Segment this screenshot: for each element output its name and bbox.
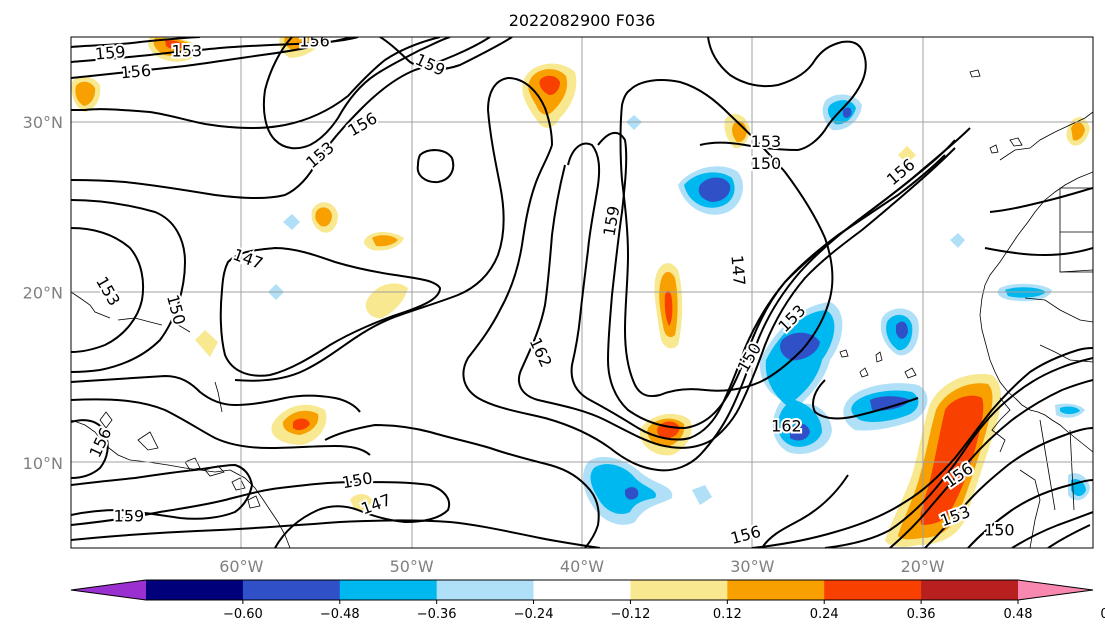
contour-label-text: 150	[751, 154, 782, 173]
contour-label: 159	[112, 505, 147, 528]
colorbar-swatch	[146, 580, 244, 600]
colorbar-tick-label: −0.12	[611, 607, 651, 622]
contour-label: 156	[118, 59, 154, 85]
contour-label: 150	[749, 152, 784, 175]
latitude-tick-label: 30°N	[23, 113, 63, 132]
colorbar-swatch	[533, 580, 631, 600]
contour-label: 159	[92, 40, 128, 66]
colorbar-tick-label: 0.12	[713, 607, 742, 622]
colorbar-extend-high	[1018, 580, 1093, 600]
longitude-tick-label: 50°W	[390, 557, 434, 576]
contour-label: 150	[982, 518, 1017, 541]
colorbar-tick-label: −0.48	[320, 607, 360, 622]
longitude-axis: 60°W 50°W 40°W 30°W 20°W	[219, 557, 945, 576]
latitude-axis: 30°N 20°N 10°N	[23, 113, 63, 473]
height-contours	[71, 37, 1093, 548]
longitude-tick-label: 30°W	[730, 557, 774, 576]
contour-label-text: 150	[984, 520, 1015, 539]
contour-label-text: 156	[299, 31, 330, 50]
contour-label: 156	[297, 31, 332, 52]
colorbar-tick-label: −0.36	[417, 607, 457, 622]
coastlines	[71, 69, 1093, 548]
longitude-tick-label: 20°W	[901, 557, 945, 576]
colorbar-swatch	[339, 580, 438, 600]
gridlines	[71, 37, 1093, 548]
contour-label: 162	[769, 414, 804, 437]
latitude-tick-label: 20°N	[23, 284, 63, 303]
colorbar-swatch	[727, 580, 825, 600]
colorbar-tick-label: −0.24	[514, 607, 554, 622]
contour-label-text: 153	[751, 132, 782, 151]
contour-label-text: 156	[120, 61, 152, 83]
contour-label-text: 159	[114, 507, 145, 526]
colorbar-tick-label: −0.60	[223, 607, 263, 622]
contour-label-text: 147	[727, 254, 749, 286]
contour-label-text: 153	[172, 42, 203, 61]
colorbar-swatch	[630, 580, 728, 600]
colorbar-tick-label: 0.60	[1100, 607, 1105, 622]
contour-label: 147	[725, 252, 751, 288]
contour-label-text: 162	[771, 416, 802, 435]
colorbar-swatch	[436, 580, 535, 600]
colorbar-outline	[70, 579, 1094, 601]
colorbar-tick-label: 0.36	[907, 607, 936, 622]
latitude-tick-label: 10°N	[23, 454, 63, 473]
map-frame	[70, 36, 1094, 549]
map-title: 2022082900 F036	[509, 11, 656, 30]
longitude-tick-label: 60°W	[219, 557, 263, 576]
shaded-negative-dark	[625, 107, 910, 500]
colorbar: −0.60 −0.48 −0.36 −0.24 −0.12 0.12 0.24 0.36 0.4…	[70, 579, 1105, 622]
colorbar-tick-label: 0.48	[1004, 607, 1033, 622]
colorbar-swatch	[824, 580, 922, 600]
colorbar-swatch	[921, 580, 1019, 600]
colorbar-swatch	[242, 580, 341, 600]
contour-label-text: 159	[94, 42, 126, 64]
longitude-tick-label: 40°W	[560, 557, 604, 576]
colorbar-tick-label: 0.24	[810, 607, 839, 622]
contour-label: 153	[170, 40, 205, 63]
contour-label: 153	[749, 130, 784, 153]
colorbar-extend-low	[71, 580, 146, 600]
